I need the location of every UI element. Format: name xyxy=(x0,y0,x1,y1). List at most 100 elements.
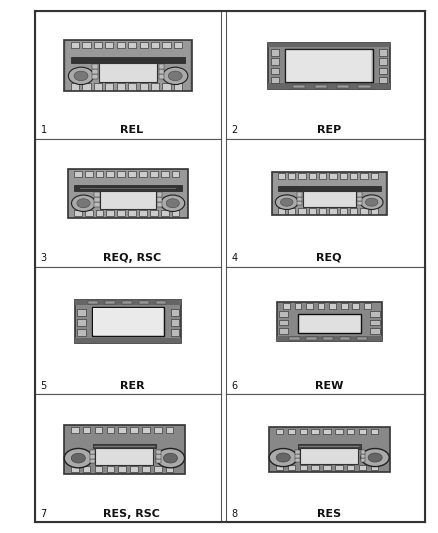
Text: 8: 8 xyxy=(232,508,238,519)
Text: 1: 1 xyxy=(41,125,47,135)
Bar xyxy=(142,466,150,472)
Bar xyxy=(106,427,114,433)
Bar xyxy=(95,448,153,465)
Bar xyxy=(159,74,164,79)
Text: REP: REP xyxy=(317,125,341,135)
Bar xyxy=(91,458,95,463)
Bar xyxy=(77,329,85,336)
Bar xyxy=(359,465,366,470)
Text: RES: RES xyxy=(317,508,341,519)
Bar xyxy=(341,303,348,309)
Bar xyxy=(171,309,179,316)
Bar xyxy=(278,186,381,191)
Bar xyxy=(357,201,362,205)
Bar xyxy=(303,191,356,207)
Bar xyxy=(283,303,290,309)
Bar xyxy=(117,42,125,49)
Bar xyxy=(371,208,378,214)
Bar xyxy=(358,85,371,88)
Bar xyxy=(139,301,149,304)
Bar xyxy=(360,458,365,462)
Text: 2: 2 xyxy=(232,125,238,135)
Bar xyxy=(271,77,279,83)
Bar xyxy=(151,42,159,49)
Bar xyxy=(293,85,305,88)
Bar xyxy=(82,83,91,90)
Bar xyxy=(106,466,114,472)
Circle shape xyxy=(368,453,382,462)
Bar xyxy=(350,173,357,179)
Bar xyxy=(157,197,162,202)
Circle shape xyxy=(163,453,177,463)
Bar xyxy=(288,465,295,470)
Bar xyxy=(298,173,306,179)
Bar xyxy=(174,83,182,90)
Bar xyxy=(94,83,102,90)
Bar xyxy=(71,57,185,63)
Bar xyxy=(99,62,157,82)
Bar xyxy=(139,210,147,216)
Text: RES, RSC: RES, RSC xyxy=(103,508,160,519)
Bar xyxy=(94,192,100,197)
Bar xyxy=(117,171,125,177)
Bar xyxy=(88,301,98,304)
Bar xyxy=(166,466,173,472)
Circle shape xyxy=(77,199,90,208)
Bar xyxy=(306,337,317,340)
Bar xyxy=(91,450,95,454)
Circle shape xyxy=(71,195,95,212)
Bar xyxy=(285,49,373,82)
Bar xyxy=(94,202,100,207)
Bar xyxy=(288,173,295,179)
Bar xyxy=(352,303,359,309)
Circle shape xyxy=(161,195,185,212)
Bar xyxy=(286,50,372,82)
Bar xyxy=(174,42,182,49)
Circle shape xyxy=(365,198,378,206)
Bar xyxy=(298,314,361,333)
Bar xyxy=(71,427,78,433)
Bar xyxy=(74,210,81,216)
Bar xyxy=(379,68,387,74)
Bar xyxy=(335,429,343,434)
Bar xyxy=(93,443,156,448)
Bar xyxy=(319,173,326,179)
Bar xyxy=(300,448,358,464)
Bar xyxy=(128,42,136,49)
Text: 4: 4 xyxy=(232,253,238,263)
Circle shape xyxy=(269,449,297,466)
Bar xyxy=(74,171,81,177)
Circle shape xyxy=(168,71,182,80)
Bar xyxy=(71,83,79,90)
Circle shape xyxy=(276,195,298,209)
Bar xyxy=(100,191,156,209)
Bar xyxy=(92,69,98,74)
Circle shape xyxy=(71,453,85,463)
Bar xyxy=(128,83,136,90)
Bar xyxy=(269,427,390,472)
Bar xyxy=(268,43,390,47)
Bar xyxy=(95,210,103,216)
Bar xyxy=(277,336,381,341)
Text: 5: 5 xyxy=(41,381,47,391)
Bar xyxy=(139,171,147,177)
Bar xyxy=(161,171,169,177)
Bar xyxy=(323,465,331,470)
Text: REQ: REQ xyxy=(316,253,342,263)
Bar xyxy=(93,308,163,335)
Bar xyxy=(91,454,95,458)
Circle shape xyxy=(360,195,383,209)
Bar xyxy=(371,465,378,470)
Bar xyxy=(308,208,316,214)
Bar xyxy=(140,42,148,49)
Bar xyxy=(159,64,164,69)
Bar xyxy=(298,444,360,449)
Bar xyxy=(297,197,302,201)
Bar xyxy=(329,173,337,179)
Bar xyxy=(370,311,380,317)
Bar xyxy=(75,300,181,305)
Bar xyxy=(157,192,162,197)
Bar xyxy=(350,208,357,214)
Bar xyxy=(75,300,181,343)
Text: 7: 7 xyxy=(41,508,47,519)
